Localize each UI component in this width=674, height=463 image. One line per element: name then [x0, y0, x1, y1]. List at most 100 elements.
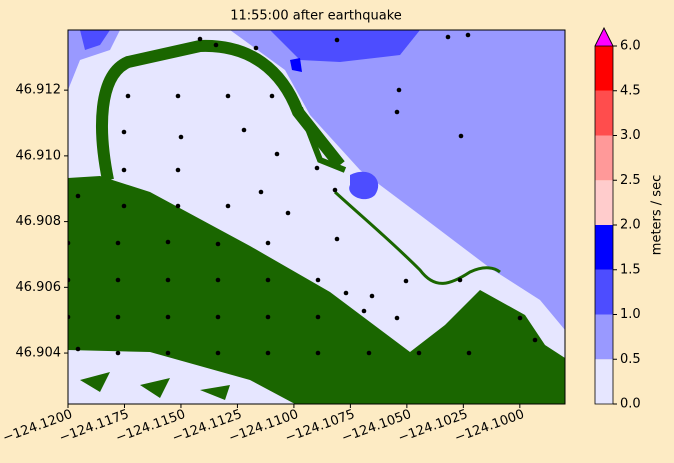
velocity-dot [175, 203, 181, 209]
velocity-dot [269, 93, 275, 99]
velocity-dot [115, 277, 121, 283]
velocity-dot [315, 350, 321, 356]
velocity-dot [121, 203, 127, 209]
velocity-dot [315, 314, 321, 320]
velocity-dot [274, 151, 280, 157]
velocity-dot [68, 314, 71, 320]
land-patch [80, 372, 230, 400]
velocity-dot [215, 277, 221, 283]
colorbar-segment [595, 90, 613, 136]
channel-bank [333, 190, 501, 285]
velocity-dot [175, 167, 181, 173]
velocity-dot [215, 314, 221, 320]
velocity-dot [115, 350, 121, 356]
colorbar-segment [595, 180, 613, 225]
velocity-dot [396, 87, 402, 93]
colorbar-extend [594, 27, 614, 47]
velocity-dot [215, 241, 221, 247]
velocity-dot [121, 129, 127, 135]
velocity-dot [75, 193, 81, 199]
colorbar-tick-label: 1.5 [620, 262, 641, 277]
velocity-dot [265, 277, 271, 283]
colorbar-segment [595, 225, 613, 270]
velocity-dot [265, 240, 271, 246]
velocity-dot [215, 350, 221, 356]
velocity-dot [225, 93, 231, 99]
velocity-dot [369, 293, 375, 299]
velocity-dot [458, 133, 464, 139]
velocity-dot [532, 337, 538, 343]
map-title: 11:55:00 after earthquake [230, 9, 402, 24]
velocity-dot [466, 350, 472, 356]
velocity-dot [225, 203, 231, 209]
velocity-dot [165, 277, 171, 283]
velocity-dot [265, 350, 271, 356]
velocity-dot [178, 134, 184, 140]
colorbar-segment [595, 314, 613, 360]
velocity-dot [258, 189, 264, 195]
velocity-dot [334, 236, 340, 242]
velocity-dot [75, 346, 81, 352]
colorbar-tick-label: 0.5 [620, 352, 641, 367]
velocity-dot [265, 314, 271, 320]
velocity-dot [253, 45, 259, 51]
velocity-dot [366, 350, 372, 356]
velocity-dot [165, 314, 171, 320]
spit-tongue [297, 106, 347, 173]
velocity-dot [241, 127, 247, 133]
velocity-dot [125, 93, 131, 99]
colorbar-tick-label: 2.0 [620, 218, 641, 233]
colorbar-label: meters / sec [650, 175, 665, 255]
velocity-dot [68, 240, 71, 246]
velocity-dot [416, 350, 422, 356]
colorbar-frame [594, 27, 614, 405]
velocity-dot [465, 32, 471, 38]
colorbar-tick-label: 4.5 [620, 83, 641, 98]
colorbar-tick-label: 1.0 [620, 307, 641, 322]
colorbar-segment [595, 46, 613, 91]
water-fast [80, 30, 110, 50]
y-tick-label: 46.912 [16, 83, 62, 98]
eddy [349, 171, 379, 200]
map-area [68, 30, 565, 404]
velocity-dot [334, 37, 340, 43]
water-fast [270, 30, 420, 62]
tidal-flat [68, 350, 295, 404]
velocity-dot [165, 239, 171, 245]
y-tick-label: 46.904 [16, 346, 62, 361]
colorbar-segment [595, 135, 613, 181]
water-medium [230, 30, 565, 330]
velocity-dot [361, 308, 367, 314]
velocity-dot [394, 109, 400, 115]
velocity-dot [197, 36, 203, 42]
y-tick-label: 46.910 [16, 148, 62, 163]
velocity-dot [175, 93, 181, 99]
colorbar-tick-label: 2.5 [620, 173, 641, 188]
velocity-dot [121, 167, 127, 173]
colorbar-tick-label: 6.0 [620, 39, 641, 54]
velocity-dot [445, 34, 451, 40]
water-medium [68, 30, 120, 90]
velocity-dot [394, 315, 400, 321]
y-tick-label: 46.906 [16, 280, 62, 295]
velocity-dot [115, 240, 121, 246]
land [68, 176, 565, 404]
velocity-dot [517, 315, 523, 321]
velocity-dot [213, 42, 219, 48]
velocity-dot [343, 290, 349, 296]
colorbar-tick-label: 3.0 [620, 128, 641, 143]
y-tick-label: 46.908 [16, 214, 62, 229]
velocity-dot [285, 210, 291, 216]
colorbar-segment [595, 359, 613, 404]
velocity-dot [165, 350, 171, 356]
water-fastest [290, 58, 302, 72]
spit [96, 39, 345, 182]
velocity-dot [457, 277, 463, 283]
axes-frame [67, 29, 566, 405]
velocity-dot [315, 277, 321, 283]
velocity-dot [403, 278, 409, 284]
velocity-dot [332, 187, 338, 193]
velocity-markers [68, 32, 538, 356]
velocity-dot [115, 314, 121, 320]
